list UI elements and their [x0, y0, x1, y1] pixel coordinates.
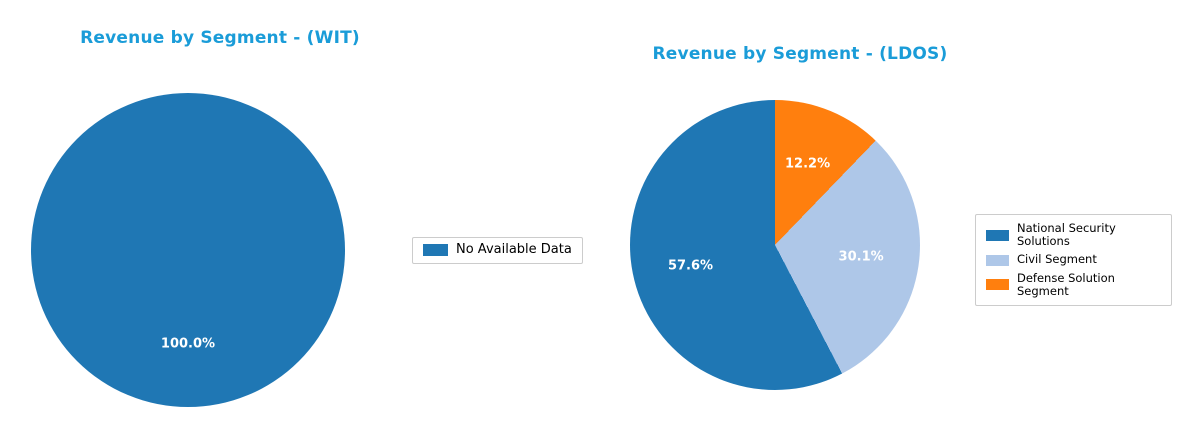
chart-title-wit: Revenue by Segment - (WIT) [80, 28, 360, 48]
legend-item-defense-solution: Defense Solution Segment [986, 270, 1161, 298]
legend-label-civil-segment: Civil Segment [1017, 252, 1097, 267]
legend-swatch-no-data [423, 244, 448, 257]
pie-percentage-label: 57.6% [667, 258, 714, 274]
legend-swatch-national-security [986, 229, 1009, 241]
legend-ldos: National Security Solutions Civil Segmen… [975, 214, 1172, 307]
legend-label-national-security: National Security Solutions [1017, 221, 1116, 249]
legend-item-no-data: No Available Data [423, 242, 572, 258]
legend-label-defense-solution: Defense Solution Segment [1017, 270, 1115, 298]
legend-swatch-civil-segment [986, 254, 1009, 266]
legend-swatch-defense-solution [986, 279, 1009, 291]
pie-percentage-label: 30.1% [838, 249, 884, 265]
legend-label-no-data: No Available Data [456, 242, 572, 257]
pie-chart-ldos: 57.6% 30.1% 12.2% [630, 100, 920, 390]
chart-title-ldos: Revenue by Segment - (LDOS) [652, 44, 948, 64]
legend-item-civil-segment: Civil Segment [986, 253, 1161, 266]
pie-percentage-label: 12.2% [785, 156, 831, 172]
legend-wit: No Available Data [412, 237, 583, 264]
legend-item-national-security: National Security Solutions [986, 221, 1161, 249]
pie-percentage-label: 100.0% [160, 336, 216, 352]
pie-chart-wit: 100.0% [31, 93, 345, 407]
